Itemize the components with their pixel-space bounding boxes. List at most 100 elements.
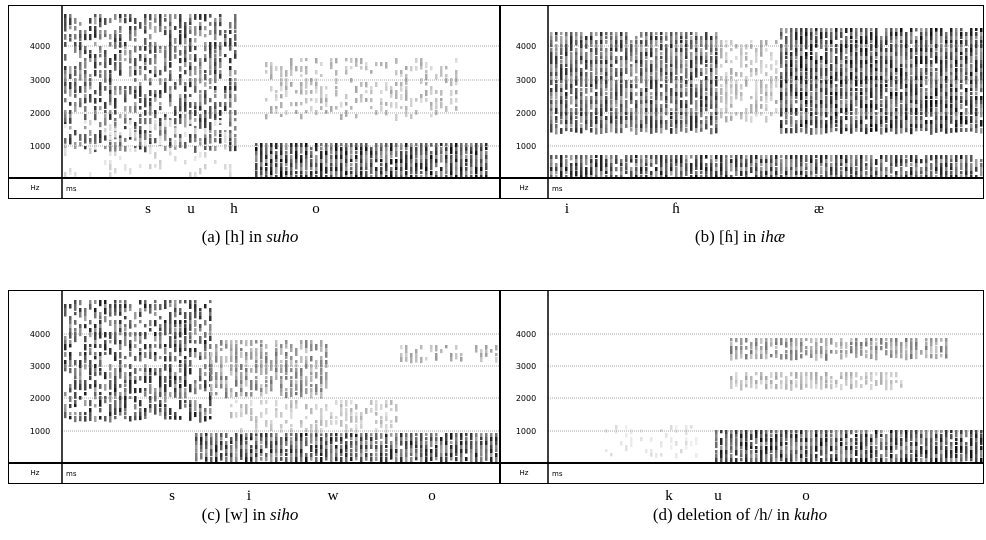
spectrogram-stroke	[850, 171, 853, 175]
spectrogram-stroke	[980, 128, 983, 134]
spectrogram-stroke	[715, 52, 718, 55]
spectrogram-stroke	[64, 172, 67, 178]
spectrogram-stroke	[134, 368, 137, 374]
spectrogram-stroke	[840, 159, 843, 164]
spectrogram-stroke	[550, 80, 553, 85]
spectrogram-stroke	[695, 108, 698, 111]
spectrogram-stroke	[320, 171, 323, 176]
spectrogram-stroke	[590, 124, 593, 127]
spectrogram-stroke	[310, 376, 313, 382]
caption-text: (a) [h] in	[202, 227, 263, 246]
spectrogram-stroke	[99, 408, 102, 412]
spectrogram-stroke	[670, 108, 673, 111]
spectrogram-stroke	[635, 155, 638, 158]
spectrogram-stroke	[179, 82, 182, 85]
spectrogram-stroke	[555, 171, 558, 174]
spectrogram-stroke	[855, 100, 858, 107]
spectrogram-stroke	[220, 433, 223, 437]
spectrogram-stroke	[139, 58, 142, 61]
spectrogram-stroke	[69, 90, 72, 97]
spectrogram-stroke	[595, 155, 598, 158]
spectrogram-stroke	[945, 52, 948, 56]
spectrogram-stroke	[980, 40, 983, 44]
spectrogram-stroke	[780, 155, 783, 158]
spectrogram-stroke	[184, 400, 187, 403]
spectrogram-stroke	[114, 304, 117, 308]
spectrogram-stroke	[104, 146, 107, 149]
spectrogram-stroke	[860, 52, 863, 56]
spectrogram-stroke	[610, 167, 613, 171]
spectrogram-stroke	[970, 120, 973, 123]
spectrogram-stroke	[565, 128, 568, 131]
spectrogram-stroke	[124, 412, 127, 415]
spectrogram-stroke	[550, 60, 553, 65]
spectrogram-stroke	[875, 56, 878, 59]
spectrogram-stroke	[139, 22, 142, 29]
spectrogram-stroke	[209, 22, 212, 26]
spectrogram-stroke	[89, 148, 92, 154]
spectrogram-stroke	[245, 364, 248, 367]
spectrogram-stroke	[840, 120, 843, 124]
spectrogram-stroke	[805, 159, 808, 162]
spectrogram-stroke	[445, 151, 448, 155]
spectrogram-stroke	[219, 74, 222, 79]
spectrogram-stroke	[295, 163, 298, 170]
spectrogram-stroke	[174, 86, 177, 90]
spectrogram-stroke	[64, 124, 67, 128]
spectrogram-stroke	[174, 26, 177, 30]
spectrogram-stroke	[875, 159, 878, 165]
spectrogram-stroke	[925, 108, 928, 112]
spectrogram-stroke	[295, 453, 298, 457]
spectrogram-stroke	[129, 364, 132, 369]
caption-text: (b) [ɦ] in	[695, 227, 757, 246]
spectrogram-stroke	[235, 340, 238, 344]
spectrogram-stroke	[810, 108, 813, 111]
spectrogram-stroke	[204, 164, 207, 169]
spectrogram-stroke	[139, 340, 142, 344]
spectrogram-stroke	[255, 449, 258, 453]
spectrogram-stroke	[625, 124, 628, 128]
spectrogram-stroke	[700, 167, 703, 170]
spectrogram-stroke	[230, 340, 233, 344]
spectrogram-stroke	[290, 449, 293, 453]
spectrogram-stroke	[955, 32, 958, 36]
spectrogram-stroke	[910, 100, 913, 103]
spectrogram-stroke	[690, 44, 693, 49]
spectrogram-stroke	[425, 433, 428, 436]
spectrogram-stroke	[455, 151, 458, 155]
spectrogram-stroke	[64, 110, 67, 115]
spectrogram-stroke	[700, 96, 703, 100]
spectrogram-stroke	[895, 84, 898, 88]
spectrogram-stroke	[89, 360, 92, 365]
spectrogram-stroke	[735, 171, 738, 176]
spectrogram-stroke	[164, 66, 167, 72]
spectrogram-stroke	[630, 155, 633, 159]
spectrogram-stroke	[119, 26, 122, 30]
spectrogram-stroke	[485, 353, 488, 357]
spectrogram-stroke	[710, 167, 713, 171]
spectrogram-stroke	[425, 445, 428, 449]
spectrogram-stroke	[765, 116, 768, 123]
spectrogram-stroke	[84, 114, 87, 120]
spectrogram-stroke	[255, 143, 258, 146]
spectrogram-stroke	[119, 156, 122, 160]
spectrogram-stroke	[189, 340, 192, 343]
spectrogram-stroke	[129, 70, 132, 77]
spectrogram-stroke	[660, 40, 663, 43]
spectrogram-stroke	[395, 82, 398, 86]
spectrogram-stroke	[204, 304, 207, 308]
spectrogram-stroke	[204, 134, 207, 139]
spectrogram-stroke	[395, 94, 398, 99]
spectrogram-stroke	[435, 441, 438, 445]
spectrogram-stroke	[134, 324, 137, 327]
spectrogram-stroke	[690, 124, 693, 131]
spectrogram-stroke	[295, 90, 298, 93]
spectrogram-stroke	[960, 96, 963, 100]
spectrogram-stroke	[335, 70, 338, 76]
spectrogram-stroke	[925, 72, 928, 75]
spectrogram-stroke	[395, 445, 398, 449]
spectrogram-stroke	[179, 400, 182, 405]
spectrogram-stroke	[385, 102, 388, 106]
spectrogram-stroke	[204, 332, 207, 338]
spectrogram-stroke	[425, 163, 428, 167]
